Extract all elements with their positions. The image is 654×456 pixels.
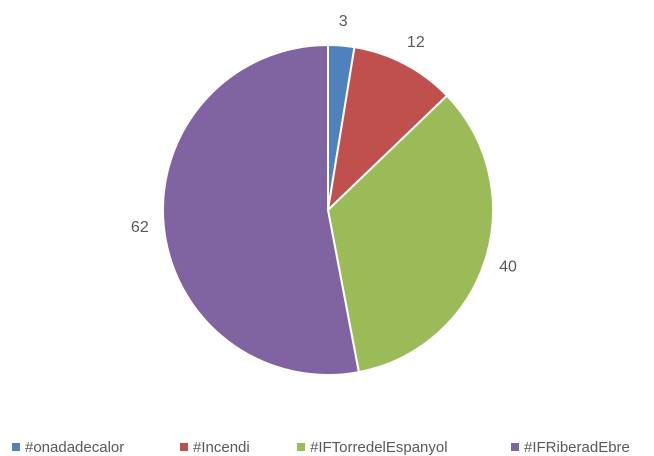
pie-slice	[162, 43, 361, 376]
data-label: 12	[407, 34, 425, 51]
data-labels: 3 12 40 62	[131, 13, 517, 276]
legend-label: #IFTorredelEspanyol	[310, 439, 448, 456]
legend: #onadadecalor #Incendi #IFTorredelEspanyol…	[12, 439, 630, 456]
legend-label: #onadadecalor	[25, 439, 124, 456]
pie-slice	[326, 45, 449, 213]
legend-swatch	[12, 443, 20, 451]
legend-swatch	[511, 443, 519, 451]
pie	[162, 43, 494, 376]
data-label: 62	[131, 219, 149, 236]
legend-label: #Incendi	[193, 439, 250, 456]
legend-label: #IFRiberadEbre	[524, 439, 630, 456]
data-label: 40	[499, 259, 517, 276]
legend-swatch	[180, 443, 188, 451]
legend-swatch	[297, 443, 305, 451]
pie-slice	[326, 94, 494, 374]
data-label: 3	[339, 13, 348, 30]
